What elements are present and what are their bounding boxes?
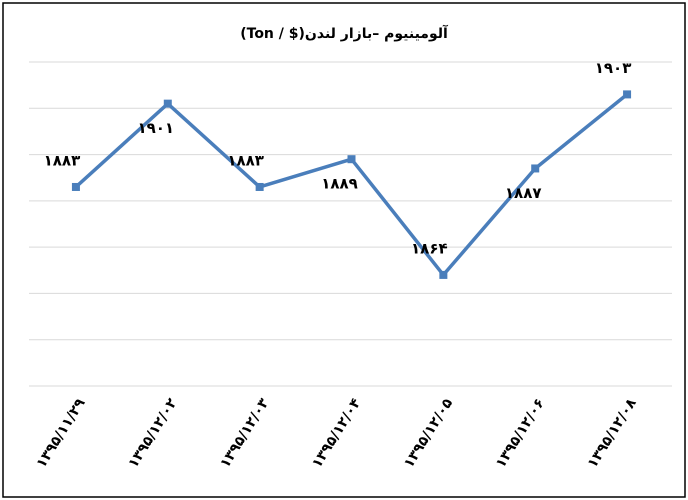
marker — [623, 90, 632, 99]
data-label: ۱۹۰۱ — [137, 119, 174, 137]
data-label: ۱۸۸۳ — [44, 151, 81, 169]
data-label: ۱۸۸۷ — [505, 184, 542, 202]
chart-title: آلومینیوم –بازار لندن($ / Ton) — [240, 24, 449, 42]
marker — [531, 164, 540, 173]
marker — [439, 270, 448, 279]
data-label: ۱۸۶۴ — [411, 239, 448, 257]
marker — [255, 182, 264, 191]
marker — [71, 182, 80, 191]
data-label: ۱۸۸۹ — [321, 175, 358, 193]
marker — [347, 155, 356, 164]
data-label: ۱۸۸۳ — [227, 151, 264, 169]
data-label: ۱۹۰۳ — [595, 59, 632, 77]
marker — [163, 99, 172, 108]
